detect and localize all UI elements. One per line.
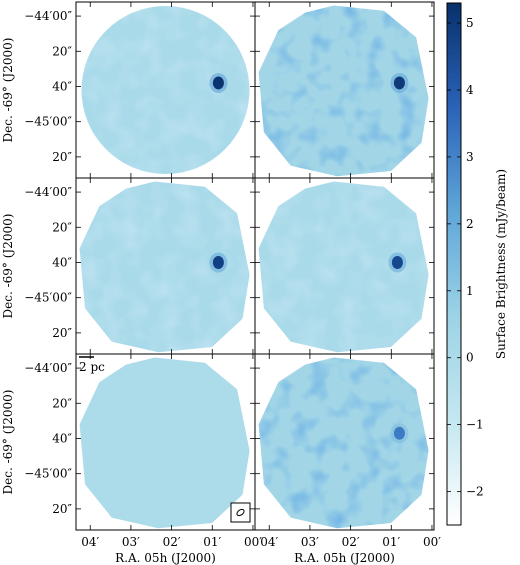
x-tick-label: 00′ (423, 535, 441, 549)
x-tick-label: 04′ (260, 535, 278, 549)
colorbar-tick-label: 3 (466, 150, 474, 164)
source-core (212, 255, 224, 269)
x-tick-label: 04′ (81, 535, 99, 549)
x-axis-titles: R.A. 05h (J2000) R.A. 05h (J2000) (115, 551, 395, 565)
y-axis-titles: Dec. -69° (J2000) Dec. -69° (J2000) Dec. -… (1, 38, 15, 495)
scale-bar-label: 2 pc (79, 360, 105, 374)
y-tick-label: 20″ (52, 326, 72, 340)
panel-image (81, 6, 250, 174)
source-core (393, 76, 405, 90)
x-tick-label: 03′ (122, 535, 140, 549)
y-axis-label: Dec. -69° (J2000) (1, 38, 15, 143)
y-tick-label: 40″ (52, 431, 72, 445)
colorbar-tick-label: 1 (466, 284, 474, 298)
y-tick-label: −45′00″ (24, 291, 72, 305)
colorbar-tick-label: 0 (466, 351, 474, 365)
panel-bottom-left: −44′00″ 20″ 40″ −45′00″ 20″ 04′ 03′ 02′ 01′ 00′ 2 … (24, 353, 262, 549)
panel-top-right (254, 1, 435, 179)
beam-box (230, 502, 251, 523)
y-tick-label: 20″ (52, 150, 72, 164)
y-tick-label: −45′00″ (24, 467, 72, 481)
y-tick-label: 20″ (52, 396, 72, 410)
beam-ellipse (236, 508, 245, 517)
y-axis-label: Dec. -69° (J2000) (1, 214, 15, 319)
colorbar-tick-label: 5 (466, 16, 474, 30)
colorbar-scale (446, 2, 462, 526)
y-tick-label: −44′00″ (24, 361, 72, 375)
colorbar-tick-label: −1 (466, 418, 484, 432)
panel-top-left: −44′00″ 20″ 40″ −45′00″ 20″ (24, 1, 256, 179)
colorbar-tick-label: −2 (466, 485, 484, 499)
y-tick-label: 20″ (52, 502, 72, 516)
source-core (391, 255, 403, 269)
noise-texture (258, 181, 429, 353)
y-tick-label: −44′00″ (24, 9, 72, 23)
x-tick-label: 00′ (244, 535, 262, 549)
y-tick-label: 20″ (52, 44, 72, 58)
x-tick-label: 03′ (301, 535, 319, 549)
y-tick-label: −44′00″ (24, 185, 72, 199)
x-tick-label: 02′ (342, 535, 360, 549)
x-axis-label: R.A. 05h (J2000) (294, 551, 395, 565)
source-core (393, 426, 405, 440)
panel-image (79, 181, 250, 353)
panel-middle-right (254, 177, 435, 355)
panel-image (258, 181, 429, 353)
noise-texture (81, 6, 250, 174)
emission-background (79, 357, 250, 529)
colorbar-label: Surface Brightness (mJy/beam) (494, 169, 508, 359)
noise-texture (79, 181, 250, 353)
panel-frame (254, 353, 435, 531)
colorbar: −2 −1 0 1 2 3 4 5 Surface Brightness (mJy/beam) (446, 2, 508, 526)
panel-image (258, 357, 429, 529)
x-axis-label: R.A. 05h (J2000) (115, 551, 216, 565)
x-tick-label: 01′ (203, 535, 221, 549)
y-tick-label: 40″ (52, 79, 72, 93)
panel-middle-left: −44′00″ 20″ 40″ −45′00″ 20″ (24, 177, 256, 355)
colorbar-tick-label: 2 (466, 217, 474, 231)
source-core (212, 76, 224, 90)
panel-bottom-right: 04′ 03′ 02′ 01′ 00′ (254, 353, 441, 549)
y-tick-label: −45′00″ (24, 115, 72, 129)
noise-texture (258, 357, 429, 529)
y-tick-label: 20″ (52, 220, 72, 234)
colorbar-tick-label: 4 (466, 83, 474, 97)
noise-texture (258, 5, 429, 177)
y-tick-label: 40″ (52, 255, 72, 269)
x-tick-label: 02′ (163, 535, 181, 549)
x-tick-label: 01′ (382, 535, 400, 549)
panel-grid: −44′00″ 20″ 40″ −45′00″ 20″ −44′00″ 20″ 40″ −45′… (24, 1, 441, 549)
panel-image (258, 5, 429, 177)
y-axis-label: Dec. -69° (J2000) (1, 390, 15, 495)
panel-image (79, 357, 250, 529)
